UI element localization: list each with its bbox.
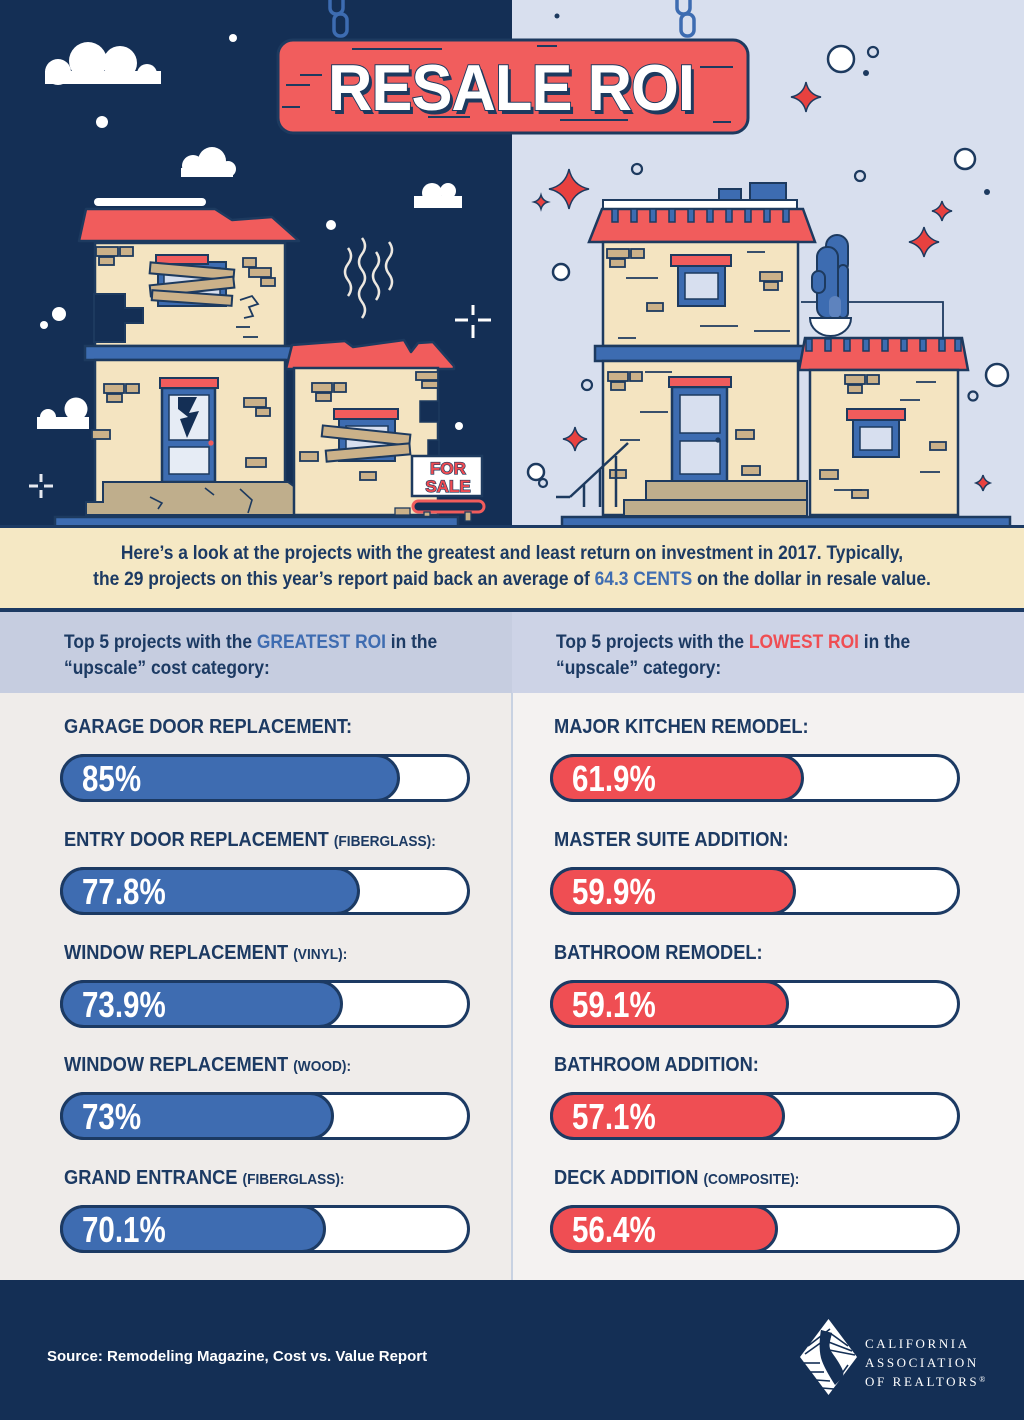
svg-text:ASSOCIATION: ASSOCIATION (865, 1355, 979, 1370)
svg-text:SALE: SALE (425, 477, 470, 496)
svg-text:RESALE ROI: RESALE ROI (331, 55, 697, 128)
svg-text:CALIFORNIA: CALIFORNIA (865, 1336, 970, 1351)
svg-text:RESALE ROI: RESALE ROI (328, 51, 694, 124)
svg-text:FOR: FOR (430, 459, 466, 478)
svg-text:OF REALTORS®: OF REALTORS® (865, 1374, 988, 1389)
